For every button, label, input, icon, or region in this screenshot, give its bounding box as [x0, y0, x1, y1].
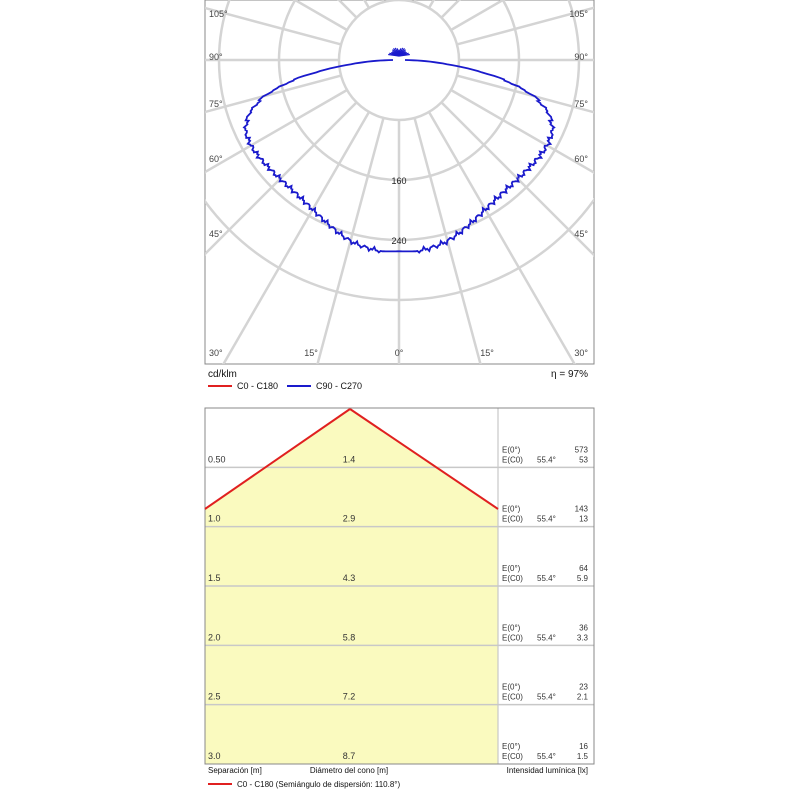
polar-spoke-75-left — [205, 74, 342, 114]
ec0-value: 53 — [579, 455, 588, 464]
legend-label-c0-c180: C0 - C180 — [237, 381, 278, 391]
polar-unit-label: cd/klm — [208, 369, 237, 380]
cone-row: 2.5 7.2 E(0°) 23 E(C0) 55.4° 2.1 — [208, 683, 589, 702]
ec0-label: E(C0) — [502, 633, 523, 642]
angle-label-right-45: 45° — [574, 229, 588, 239]
separation-value: 1.0 — [208, 514, 221, 524]
cone-diagram: 0.50 1.4 E(0°) 573 E(C0) 55.4° 53 1.0 2.9 E(0°) 14… — [204, 407, 595, 765]
ec0-value: 2.1 — [577, 693, 589, 702]
efficiency-label: η = 97% — [551, 369, 588, 380]
polar-spoke-105-right — [456, 6, 594, 46]
ec0-angle: 55.4° — [537, 752, 556, 761]
ec0-angle: 55.4° — [537, 693, 556, 702]
cone-grid — [205, 408, 594, 764]
cone-diameter-value: 4.3 — [343, 573, 356, 583]
angle-label-left-60: 60° — [209, 154, 223, 164]
cone-diameter-value: 5.8 — [343, 632, 356, 642]
e0-label: E(0°) — [502, 445, 521, 454]
angle-label-bottom-15-left: 15° — [304, 348, 318, 358]
cone-row: 0.50 1.4 E(0°) 573 E(C0) 55.4° 53 — [208, 445, 589, 464]
e0-value: 573 — [575, 445, 589, 454]
angle-label-left-75: 75° — [209, 99, 223, 109]
ec0-angle: 55.4° — [537, 455, 556, 464]
cone-row: 1.5 4.3 E(0°) 64 E(C0) 55.4° 5.9 — [208, 564, 589, 583]
angle-label-left-45: 45° — [209, 229, 223, 239]
polar-spoke-15-left — [316, 117, 385, 364]
angle-label-right-105: 105° — [569, 9, 588, 19]
separation-value: 3.0 — [208, 751, 221, 761]
legend-label-c90-c270: C90 - C270 — [316, 381, 362, 391]
e0-label: E(0°) — [502, 564, 521, 573]
ring-label-240: 240 — [391, 236, 406, 246]
e0-value: 64 — [579, 564, 588, 573]
ec0-angle: 55.4° — [537, 633, 556, 642]
cone-rows: 0.50 1.4 E(0°) 573 E(C0) 55.4° 53 1.0 2.9 E(0°) 14… — [208, 445, 589, 761]
ec0-angle: 55.4° — [537, 515, 556, 524]
e0-value: 23 — [579, 683, 588, 692]
ec0-angle: 55.4° — [537, 574, 556, 583]
ec0-value: 5.9 — [577, 574, 589, 583]
legend: C0 - C180 C90 - C270 — [208, 381, 362, 391]
cone-diameter-value: 1.4 — [343, 454, 356, 464]
polar-series-tuft — [398, 53, 410, 57]
ec0-label: E(C0) — [502, 574, 523, 583]
ec0-label: E(C0) — [502, 455, 523, 464]
polar-spoke-60-right — [450, 88, 594, 175]
cone-diameter-value: 8.7 — [343, 751, 356, 761]
cone-edge-right — [349, 408, 499, 510]
polar-spoke-15-right — [413, 117, 482, 364]
e0-label: E(0°) — [502, 683, 521, 692]
angle-label-right-75: 75° — [574, 99, 588, 109]
e0-label: E(0°) — [502, 742, 521, 751]
angle-label-right-90: 90° — [574, 52, 588, 62]
cone-edge-left — [204, 408, 351, 510]
ec0-label: E(C0) — [502, 752, 523, 761]
polar-series-c90-c270 — [242, 59, 556, 254]
angle-label-bottom-0: 0° — [395, 348, 404, 358]
cone-row: 1.0 2.9 E(0°) 143 E(C0) 55.4° 13 — [208, 505, 589, 524]
polar-curves — [242, 47, 556, 254]
e0-label: E(0°) — [502, 623, 521, 632]
column-label-luminous-intensity: Intensidad lumínica [lx] — [507, 766, 588, 775]
cone-diameter-value: 7.2 — [343, 692, 356, 702]
column-label-separation: Separación [m] — [208, 766, 262, 775]
ec0-value: 1.5 — [577, 752, 589, 761]
e0-value: 16 — [579, 742, 588, 751]
ec0-value: 3.3 — [577, 633, 589, 642]
ec0-value: 13 — [579, 515, 588, 524]
separation-value: 1.5 — [208, 573, 221, 583]
separation-value: 0.50 — [208, 454, 226, 464]
e0-value: 143 — [575, 505, 589, 514]
e0-value: 36 — [579, 623, 588, 632]
angle-label-right-60: 60° — [574, 154, 588, 164]
e0-label: E(0°) — [502, 505, 521, 514]
ec0-label: E(C0) — [502, 693, 523, 702]
cone-frame — [204, 407, 595, 765]
separation-value: 2.0 — [208, 632, 221, 642]
angle-label-left-90: 90° — [209, 52, 223, 62]
polar-grid — [205, 0, 594, 364]
angle-label-bottom-15-right: 15° — [480, 348, 494, 358]
cone-row: 3.0 8.7 E(0°) 16 E(C0) 55.4° 1.5 — [208, 742, 589, 761]
polar-spoke-30-right — [427, 111, 576, 364]
polar-spoke-75-right — [456, 74, 594, 114]
cone-diameter-value: 2.9 — [343, 514, 356, 524]
column-label-cone-diameter: Diámetro del cono [m] — [310, 766, 388, 775]
cone-row: 2.0 5.8 E(0°) 36 E(C0) 55.4° 3.3 — [208, 623, 589, 642]
angle-label-right-30: 30° — [574, 348, 588, 358]
ring-label-160: 160 — [391, 176, 406, 186]
footer-legend-label: C0 - C180 (Semiángulo de dispersión: 110… — [237, 780, 400, 789]
separation-value: 2.5 — [208, 692, 221, 702]
angle-label-left-30: 30° — [209, 348, 223, 358]
polar-spoke-30-left — [222, 111, 371, 364]
angle-label-left-105: 105° — [209, 9, 228, 19]
polar-diagram: 105° 90° 75° 60° 45° 30° 105° 90° 75° 60… — [204, 0, 595, 365]
ec0-label: E(C0) — [502, 515, 523, 524]
polar-spoke-60-left — [205, 88, 348, 174]
polar-spoke-105-left — [205, 6, 342, 46]
